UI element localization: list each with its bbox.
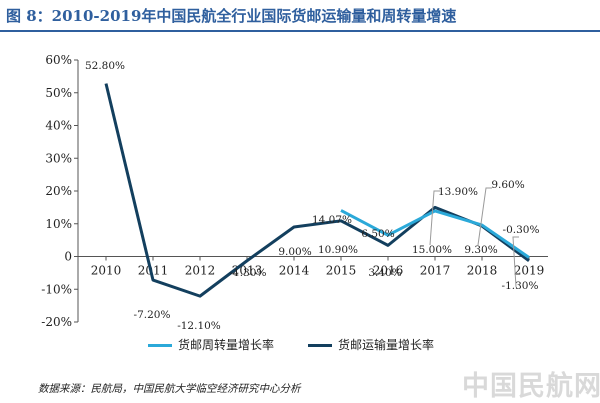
y-tick-label: 40%	[45, 119, 72, 133]
y-tick-label: 20%	[45, 184, 72, 198]
y-tick-label: 60%	[45, 53, 72, 67]
y-tick-label: 10%	[45, 217, 72, 231]
data-label: 6.50%	[361, 228, 394, 240]
data-label: -1.30%	[502, 280, 539, 292]
data-label: 13.90%	[438, 186, 478, 198]
legend-label: 货邮运输量增长率	[338, 338, 435, 352]
y-tick-label: 50%	[45, 86, 72, 100]
x-tick-label: 2012	[185, 264, 216, 278]
x-tick-label: 2019	[514, 264, 545, 278]
data-label: -0.30%	[503, 224, 540, 236]
data-label: 10.90%	[318, 244, 358, 256]
series-line	[340, 209, 530, 259]
line-chart: -20% -10% 0 10% 20% 30% 40% 50% 60% 2010 2011 2012 2…	[41, 53, 548, 332]
x-tick-label: 2014	[279, 264, 310, 278]
data-label: -7.20%	[134, 309, 171, 321]
source-note: 数据来源：民航局，中国民航大学临空经济研究中心分析	[38, 383, 301, 395]
x-tick-label: 2016	[373, 264, 404, 278]
y-tick-label: 30%	[45, 151, 72, 165]
data-label: 15.00%	[412, 244, 452, 256]
chart-title: 图 8：2010-2019年中国民航全行业国际货邮运输量和周转量增速	[6, 7, 457, 25]
legend-label: 货邮周转量增长率	[178, 338, 275, 352]
y-tick-label: -10%	[41, 282, 72, 296]
data-label: 52.80%	[85, 60, 125, 72]
y-tick-label: 0	[64, 250, 72, 264]
x-tick-label: 2017	[420, 264, 451, 278]
legend-swatch	[148, 344, 172, 347]
callout-line	[477, 187, 492, 246]
title-bar: 图 8：2010-2019年中国民航全行业国际货邮运输量和周转量增速	[0, 0, 600, 32]
data-label: -12.10%	[177, 320, 221, 332]
data-label: 9.30%	[464, 244, 497, 256]
data-label: -1.30%	[230, 267, 267, 279]
x-tick-label: 2011	[138, 264, 169, 278]
data-label: 3.40%	[368, 267, 401, 279]
callout-line	[512, 236, 519, 288]
data-label: 9.00%	[278, 246, 311, 258]
y-tick-label: -20%	[41, 315, 72, 329]
x-tick-label: 2010	[91, 264, 122, 278]
x-tick-label: 2015	[326, 264, 357, 278]
watermark: 中国民航网	[462, 371, 600, 402]
callout-line	[429, 190, 440, 246]
data-label: 14.07%	[312, 214, 352, 226]
data-label: 9.60%	[491, 179, 524, 191]
legend-swatch	[308, 344, 332, 347]
x-tick-label: 2018	[467, 264, 498, 278]
